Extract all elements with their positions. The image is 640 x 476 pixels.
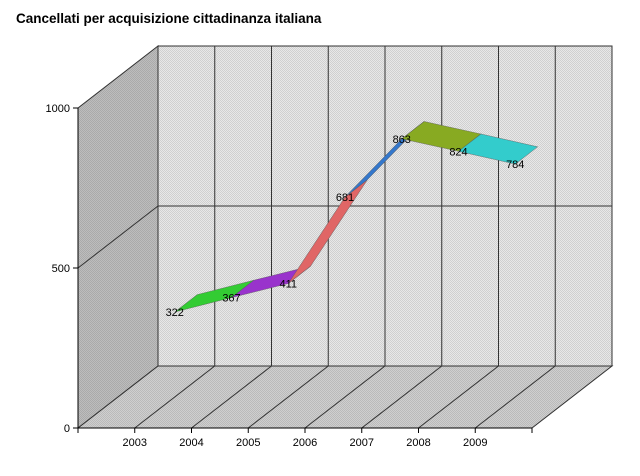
x-tick-label: 2004 xyxy=(179,437,203,449)
data-label: 367 xyxy=(222,293,240,305)
chart-title: Cancellati per acquisizione cittadinanza… xyxy=(16,11,322,26)
data-label: 681 xyxy=(336,192,354,204)
floor-depth-line xyxy=(361,365,443,429)
series-ribbon xyxy=(174,121,539,313)
floor-depth-line xyxy=(418,365,499,429)
y-tick-label: 0 xyxy=(64,423,70,435)
x-tick-label: 2007 xyxy=(350,437,374,449)
y-tick-label: 1000 xyxy=(46,103,70,115)
data-label: 411 xyxy=(279,278,297,290)
data-label: 824 xyxy=(449,146,467,158)
data-label: 322 xyxy=(166,307,184,319)
chart-walls xyxy=(76,44,614,430)
floor-depth-line xyxy=(134,365,216,429)
data-label: 863 xyxy=(393,134,411,146)
side-wall-hgrid xyxy=(77,205,159,269)
x-tick-label: 2003 xyxy=(123,437,147,449)
x-tick-label: 2009 xyxy=(463,437,487,449)
chart-axes: 0 500 1000 2003 2004 2005 2006 2007 2008 2009 xyxy=(46,103,533,449)
data-label: 784 xyxy=(506,159,524,171)
x-tick-label: 2005 xyxy=(236,437,260,449)
chart-gridlines xyxy=(77,46,612,429)
x-tick-label: 2006 xyxy=(293,437,317,449)
data-labels: 322 367 411 681 863 824 784 xyxy=(166,134,525,319)
floor-depth-line xyxy=(304,365,386,429)
ribbon-segment xyxy=(457,133,539,165)
y-tick-label: 500 xyxy=(52,263,70,275)
floor-depth-line xyxy=(191,365,272,429)
x-tick-label: 2008 xyxy=(406,437,430,449)
floor-depth-line xyxy=(247,365,329,429)
floor-depth-line xyxy=(474,365,556,429)
